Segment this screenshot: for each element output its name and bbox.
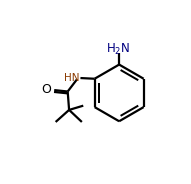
Text: HN: HN (64, 73, 79, 83)
Text: $\mathregular{H_2N}$: $\mathregular{H_2N}$ (106, 41, 130, 56)
Text: O: O (41, 83, 51, 96)
